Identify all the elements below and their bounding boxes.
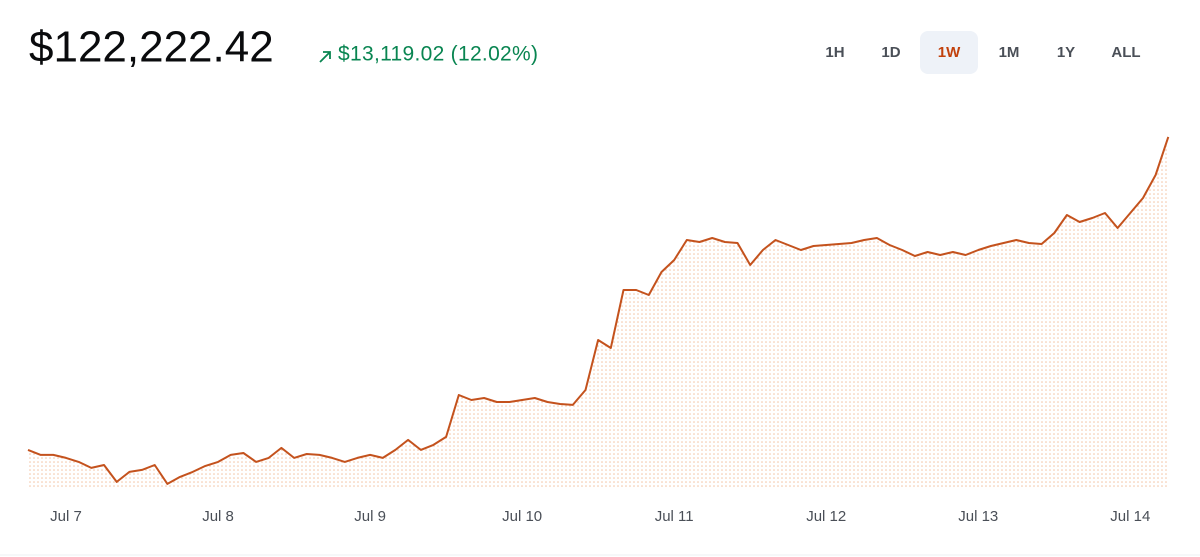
range-button[interactable]: 1W	[920, 31, 978, 74]
range-label: 1Y	[1057, 44, 1075, 61]
plot: Jul 7 Jul 8 Jul 9 Jul 10 Jul 11 Jul 12 Jul 13 J…	[27, 136, 1170, 525]
range-button[interactable]: 1M	[999, 44, 1020, 61]
range-button[interactable]: 1Y	[1057, 44, 1075, 61]
range-button[interactable]: 1H	[825, 44, 844, 61]
x-tick-label: Jul 9	[354, 508, 386, 525]
x-tick-label: Jul 12	[806, 508, 846, 525]
range-label: 1D	[881, 44, 900, 61]
range-highlight	[920, 31, 978, 74]
x-tick-label: Jul 14	[1110, 508, 1150, 525]
range-label: 1H	[825, 44, 844, 61]
range-button[interactable]: ALL	[1111, 44, 1140, 61]
range-selector: 1H 1D 1W 1M 1Y ALL	[825, 31, 1141, 74]
up-arrow-icon	[319, 51, 331, 63]
x-tick-label: Jul 10	[502, 508, 542, 525]
x-tick-label: Jul 8	[202, 508, 234, 525]
price-line	[27, 136, 1170, 485]
area	[28, 136, 1169, 487]
range-label: 1M	[999, 44, 1020, 61]
x-tick-label: Jul 13	[958, 508, 998, 525]
price-change: $13,119.02 (12.02%)	[338, 43, 538, 66]
range-label: ALL	[1111, 44, 1140, 61]
x-tick-label: Jul 7	[50, 508, 82, 525]
x-tick-label: Jul 11	[655, 508, 694, 525]
range-label: 1W	[938, 44, 961, 61]
price: $122,222.42	[29, 23, 274, 72]
range-button[interactable]: 1D	[881, 44, 900, 61]
